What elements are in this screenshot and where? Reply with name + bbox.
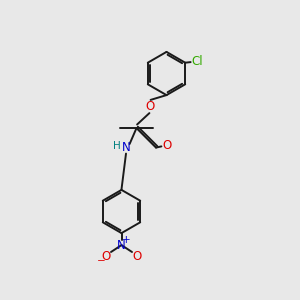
Text: N: N [117, 238, 126, 252]
Text: Cl: Cl [192, 55, 203, 68]
Text: N: N [122, 141, 130, 154]
Text: +: + [122, 235, 131, 245]
Text: −: − [96, 256, 105, 266]
Text: O: O [101, 250, 110, 263]
Text: O: O [133, 250, 142, 263]
Text: H: H [113, 141, 121, 151]
Text: O: O [163, 139, 172, 152]
Text: O: O [146, 100, 154, 113]
